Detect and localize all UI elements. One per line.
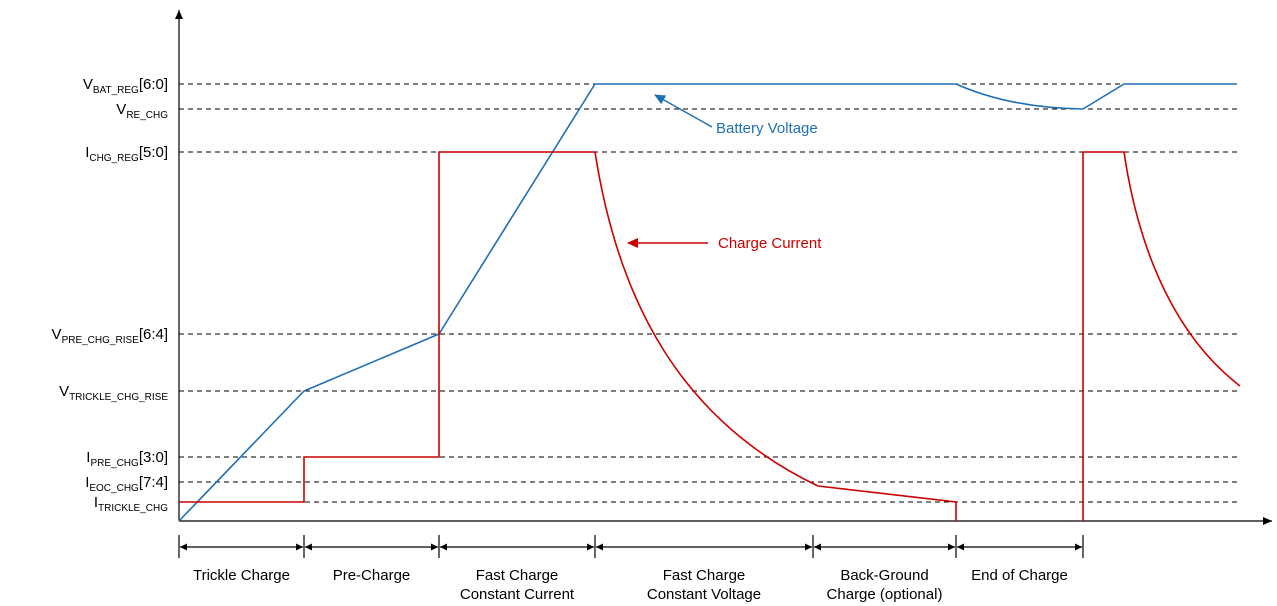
- phase-label-line: Charge (optional): [827, 586, 943, 603]
- level-label-main: V: [83, 76, 93, 93]
- phase-label-line: Fast Charge: [476, 567, 559, 584]
- level-labels: VBAT_REG[6:0]VRE_CHGICHG_REG[5:0]VPRE_CH…: [52, 76, 169, 514]
- phase-label-5: End of Charge: [971, 567, 1068, 584]
- level-label-subscript: RE_CHG: [126, 110, 168, 121]
- level-label-main: I: [94, 494, 98, 511]
- level-label-subscript: CHG_REG: [89, 153, 139, 164]
- level-label-suffix: [6:0]: [139, 76, 168, 93]
- level-label-main: I: [85, 474, 89, 491]
- battery-voltage-arrow: [654, 94, 713, 128]
- level-label-ipre_chg: IPRE_CHG[3:0]: [86, 449, 168, 469]
- phase-label-2: Fast Charge Constant Current: [460, 567, 575, 603]
- level-label-main: V: [52, 326, 62, 343]
- phase-label-3: Fast Charge Constant Voltage: [647, 567, 761, 603]
- charge-current-label: Charge Current: [718, 235, 822, 252]
- level-label-main: V: [116, 101, 126, 118]
- phase-label-0: Trickle Charge: [193, 567, 290, 584]
- level-label-subscript: TRICKLE_CHG: [98, 503, 168, 514]
- charge-current-curve: [179, 151, 957, 521]
- level-label-subscript: PRE_CHG: [90, 458, 139, 469]
- level-label-vpre_chg_rise: VPRE_CHG_RISE[6:4]: [52, 326, 168, 346]
- phase-labels: Trickle Charge Pre-Charge Fast Charge Const…: [193, 567, 1068, 603]
- level-label-ieoc_chg: IEOC_CHG[7:4]: [85, 474, 168, 494]
- level-label-vtrickle_chg_rise: VTRICKLE_CHG_RISE: [59, 383, 168, 403]
- level-label-main: V: [59, 383, 69, 400]
- level-label-subscript: TRICKLE_CHG_RISE: [69, 392, 168, 403]
- level-label-main: I: [86, 449, 90, 466]
- phase-label-line: Constant Current: [460, 586, 575, 603]
- level-label-suffix: [5:0]: [139, 144, 168, 161]
- level-label-itrickle_chg: ITRICKLE_CHG: [94, 494, 168, 514]
- phase-label-line: Fast Charge: [663, 567, 746, 584]
- phase-label-line: Constant Voltage: [647, 586, 761, 603]
- level-label-ichg_reg: ICHG_REG[5:0]: [85, 144, 168, 164]
- phase-label-4: Back-Ground Charge (optional): [827, 567, 943, 603]
- phase-label-line: End of Charge: [971, 567, 1068, 584]
- battery-voltage-curve: [178, 83, 1237, 522]
- charge-current-curve-restart: [1082, 151, 1241, 521]
- level-label-vbat_reg: VBAT_REG[6:0]: [83, 76, 168, 96]
- reference-lines: [179, 83, 1237, 503]
- phase-label-line: Trickle Charge: [193, 567, 290, 584]
- phase-label-line: Back-Ground: [840, 567, 928, 584]
- level-label-vre_chg: VRE_CHG: [116, 101, 168, 121]
- level-label-suffix: [3:0]: [139, 449, 168, 466]
- phase-markers: [178, 535, 1084, 558]
- level-label-subscript: PRE_CHG_RISE: [62, 335, 140, 346]
- level-label-subscript: BAT_REG: [93, 85, 139, 96]
- level-label-main: I: [85, 144, 89, 161]
- phase-label-line: Pre-Charge: [333, 567, 411, 584]
- phase-label-1: Pre-Charge: [333, 567, 411, 584]
- level-label-suffix: [6:4]: [139, 326, 168, 343]
- level-label-suffix: [7:4]: [139, 474, 168, 491]
- battery-voltage-label: Battery Voltage: [716, 120, 818, 137]
- level-label-subscript: EOC_CHG: [89, 483, 139, 494]
